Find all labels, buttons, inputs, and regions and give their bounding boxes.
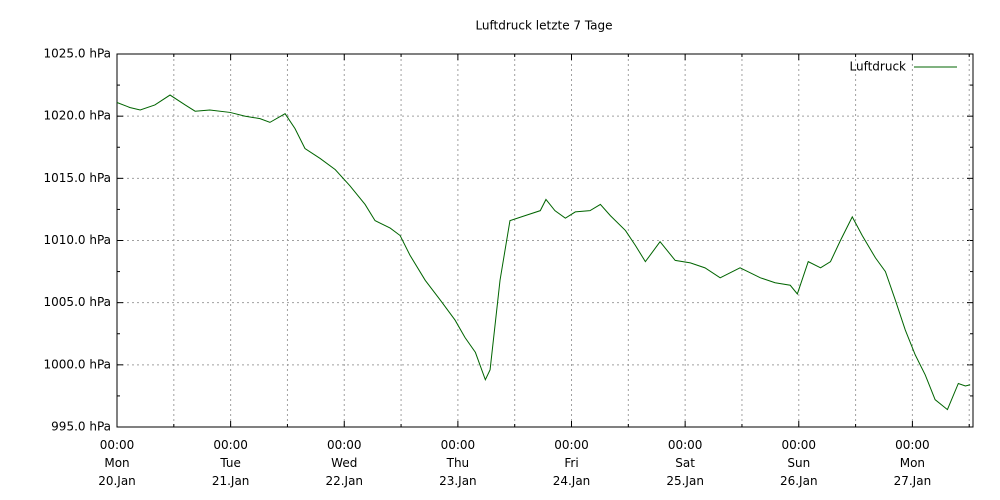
y-tick-label: 1010.0 hPa [44,233,111,247]
plot-frame [116,53,974,428]
x-tick-label: 00:00 Fri 24.Jan [553,438,591,488]
y-tick-label: 1015.0 hPa [44,171,111,185]
y-tick-label: 1005.0 hPa [44,295,111,309]
y-tick-label: 1025.0 hPa [44,47,111,61]
y-tick-label: 995.0 hPa [51,420,111,434]
x-tick-label: 00:00 Wed 22.Jan [325,438,363,488]
legend-label: Luftdruck [849,60,906,74]
x-tick-label: 00:00 Mon 20.Jan [98,438,136,488]
x-tick-label: 00:00 Sun 26.Jan [780,438,818,488]
x-tick-label: 00:00 Mon 27.Jan [894,438,932,488]
y-tick-label: 1000.0 hPa [44,357,111,371]
y-tick-label: 1020.0 hPa [44,109,111,123]
x-tick-label: 00:00 Sat 25.Jan [666,438,704,488]
x-tick-label: 00:00 Tue 21.Jan [212,438,250,488]
x-tick-label: 00:00 Thu 23.Jan [439,438,477,488]
chart-title: Luftdruck letzte 7 Tage [475,19,612,33]
line-series [116,94,971,411]
